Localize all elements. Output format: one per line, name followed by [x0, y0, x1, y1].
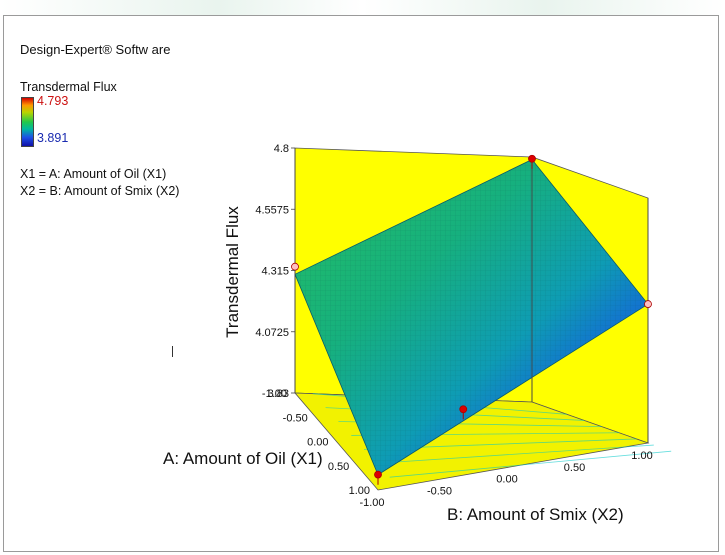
z-tick-label: 4.0725: [255, 327, 289, 339]
legend-min-value: 3.891: [37, 131, 69, 145]
design-point: [644, 300, 652, 308]
legend-max-value: 4.793: [37, 94, 69, 108]
design-point: [528, 154, 536, 163]
axis-labels: 3.834.07254.3154.55754.8-1.00-0.500.000.…: [163, 143, 653, 524]
z-tick-label: 4.5575: [255, 204, 289, 216]
b-tick-label: 0.00: [496, 474, 517, 486]
z-tick-label: 3.83: [268, 388, 289, 400]
b-tick-label: -0.50: [427, 485, 452, 497]
cursor-mark: [172, 346, 173, 357]
design-point: [459, 405, 468, 414]
z-tick-label: 4.315: [261, 266, 289, 278]
floor-contour-line: [389, 450, 672, 478]
z-tick-label: 4.8: [274, 143, 289, 155]
b-tick-label: -1.00: [359, 497, 384, 509]
surface-mesh: [295, 159, 648, 475]
floor-contour-line: [376, 444, 654, 464]
response-surface: [294, 159, 649, 476]
b-tick-label: 1.00: [631, 450, 652, 462]
legend-title: Transdermal Flux: [20, 80, 117, 94]
a-axis-title: A: Amount of Oil (X1): [163, 449, 323, 468]
design-point: [374, 470, 382, 479]
software-label: Design-Expert® Softw are: [20, 42, 171, 57]
z-axis-title: Transdermal Flux: [223, 206, 242, 338]
variable-x1-label: X1 = A: Amount of Oil (X1): [20, 167, 167, 181]
top-decoration-band: [0, 0, 725, 16]
a-tick-label: -1.00: [262, 388, 287, 400]
a-tick-label: -0.50: [283, 412, 308, 424]
a-tick-label: 0.50: [328, 461, 349, 473]
b-axis-title: B: Amount of Smix (X2): [447, 505, 624, 524]
legend-color-bar: [21, 97, 34, 147]
a-tick-label: 1.00: [349, 485, 370, 497]
variable-x2-label: X2 = B: Amount of Smix (X2): [20, 184, 180, 198]
design-points: [291, 154, 652, 485]
design-point: [291, 262, 299, 271]
b-tick-label: 0.50: [564, 462, 585, 474]
a-tick-label: 0.00: [307, 437, 328, 449]
